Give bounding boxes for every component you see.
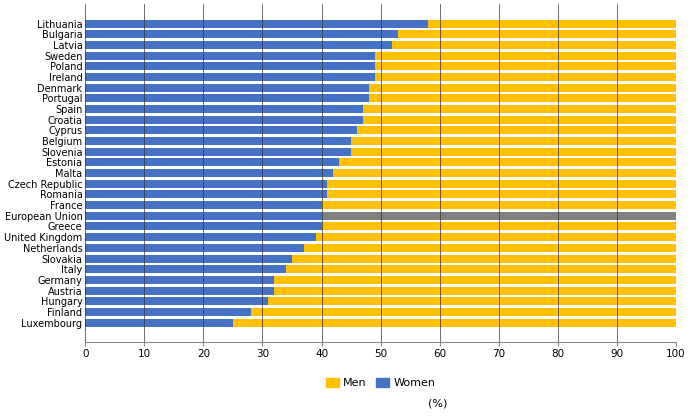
Bar [85, 265, 286, 273]
Bar [85, 20, 428, 28]
Text: (%): (%) [428, 399, 447, 409]
Bar [393, 41, 676, 49]
Bar [85, 94, 368, 102]
Bar [322, 212, 676, 220]
Bar [304, 244, 676, 252]
Bar [333, 169, 676, 177]
Bar [85, 319, 233, 327]
Bar [85, 169, 333, 177]
Bar [274, 276, 676, 284]
Bar [85, 180, 328, 188]
Bar [85, 212, 322, 220]
Bar [339, 158, 676, 166]
Bar [274, 286, 676, 294]
Bar [85, 158, 339, 166]
Bar [85, 52, 375, 60]
Bar [368, 84, 676, 92]
Bar [233, 319, 676, 327]
Bar [85, 191, 328, 198]
Bar [85, 41, 393, 49]
Bar [268, 297, 676, 305]
Bar [85, 254, 292, 263]
Bar [85, 30, 398, 38]
Bar [85, 116, 363, 124]
Bar [85, 137, 351, 145]
Bar [85, 148, 351, 156]
Bar [85, 308, 250, 316]
Bar [398, 30, 676, 38]
Bar [250, 308, 676, 316]
Bar [375, 62, 676, 70]
Bar [85, 286, 274, 294]
Bar [357, 126, 676, 134]
Legend: Men, Women: Men, Women [324, 376, 438, 390]
Bar [351, 137, 676, 145]
Bar [351, 148, 676, 156]
Bar [85, 233, 315, 241]
Bar [328, 191, 676, 198]
Bar [85, 62, 375, 70]
Bar [85, 105, 363, 113]
Bar [328, 180, 676, 188]
Bar [85, 244, 304, 252]
Bar [428, 20, 676, 28]
Bar [85, 126, 357, 134]
Bar [85, 73, 375, 81]
Bar [85, 84, 368, 92]
Bar [85, 223, 322, 231]
Bar [286, 265, 676, 273]
Bar [363, 116, 676, 124]
Bar [85, 297, 268, 305]
Bar [292, 254, 676, 263]
Bar [322, 201, 676, 209]
Bar [363, 105, 676, 113]
Bar [368, 94, 676, 102]
Bar [85, 201, 322, 209]
Bar [375, 52, 676, 60]
Bar [85, 276, 274, 284]
Bar [322, 223, 676, 231]
Bar [375, 73, 676, 81]
Bar [315, 233, 676, 241]
